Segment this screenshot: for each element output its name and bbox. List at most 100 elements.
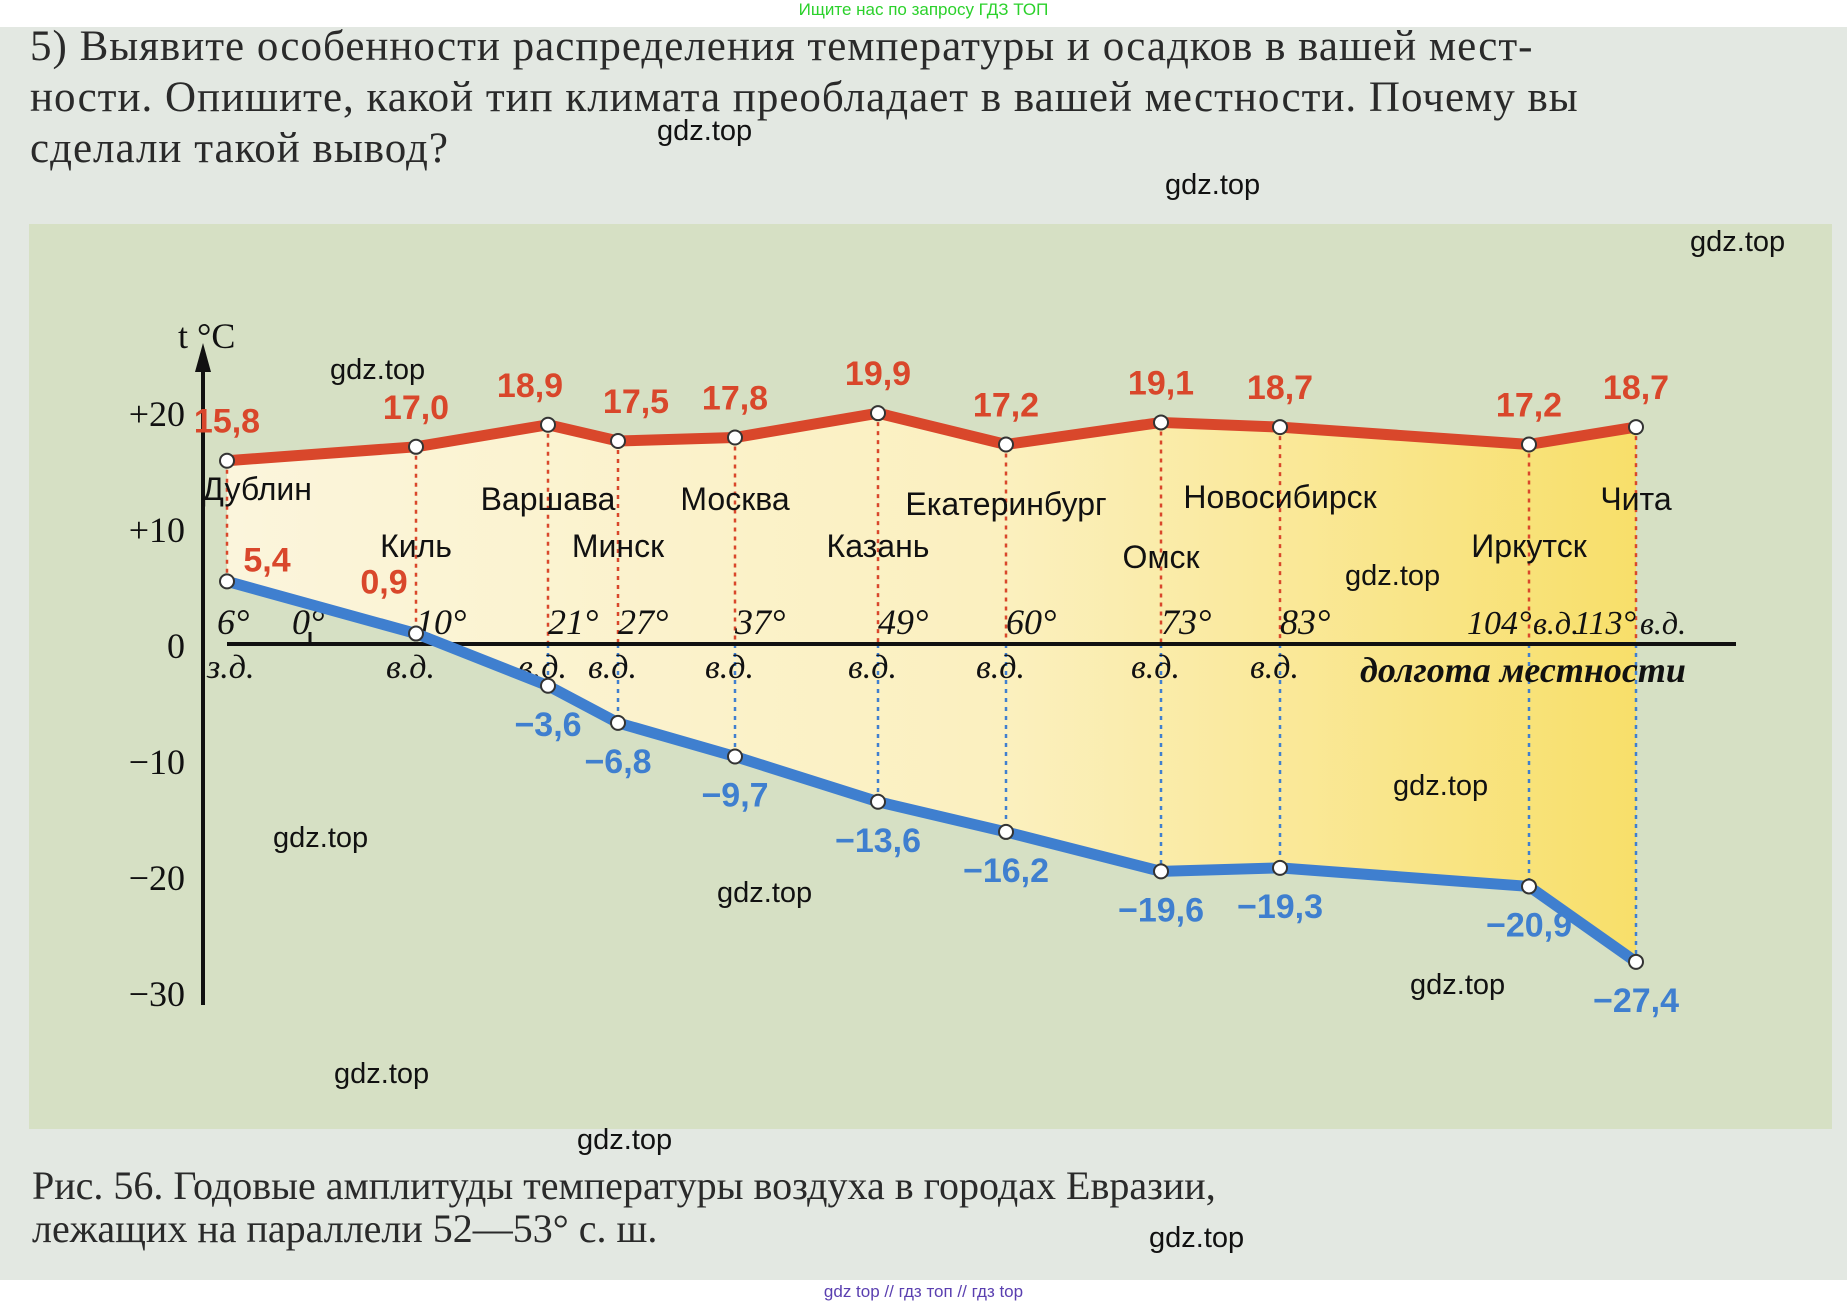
data-point xyxy=(1628,953,1644,970)
header-ad[interactable]: Ищите нас по запросу ГДЗ ТОП xyxy=(798,0,1049,19)
city-label: Дублин xyxy=(202,471,312,507)
data-label: 18,7 xyxy=(1247,369,1313,407)
city-label: Варшава xyxy=(481,481,616,517)
y-tick-label: +20 xyxy=(129,394,185,434)
data-label: 17,5 xyxy=(603,383,669,421)
data-label: 19,9 xyxy=(845,355,911,393)
longitude-label: 37° xyxy=(734,602,785,642)
data-label: −3,6 xyxy=(514,706,581,744)
figure-caption: Рис. 56. Годовые амплитуды температуры в… xyxy=(32,1163,1216,1208)
data-point xyxy=(540,416,556,433)
data-label: 15,8 xyxy=(194,403,260,441)
longitude-label: 113° xyxy=(1574,605,1636,642)
watermark: gdz.top xyxy=(657,115,753,147)
city-label: Иркутск xyxy=(1471,528,1587,564)
city-label: Киль xyxy=(380,528,452,564)
watermark: gdz.top xyxy=(1345,560,1441,592)
data-label: 18,9 xyxy=(497,367,563,405)
data-point xyxy=(408,625,424,642)
data-point xyxy=(1272,419,1288,436)
data-point xyxy=(408,438,424,455)
longitude-suffix: в.д. xyxy=(705,649,754,686)
watermark: gdz.top xyxy=(1165,169,1261,201)
watermark: gdz.top xyxy=(330,354,426,386)
longitude-suffix: в.д. xyxy=(1131,649,1180,686)
watermark: gdz.top xyxy=(1410,969,1506,1001)
longitude-suffix: в.д. xyxy=(976,649,1025,686)
y-axis-arrow xyxy=(195,343,211,372)
y-tick-label: −10 xyxy=(129,742,185,782)
longitude-label: 49° xyxy=(878,602,928,642)
watermark: gdz.top xyxy=(1690,226,1786,258)
city-label: Чита xyxy=(1600,481,1672,517)
y-tick-label: −30 xyxy=(129,974,185,1014)
y-tick-label: 0 xyxy=(167,626,185,666)
longitude-label: 21° xyxy=(548,602,598,642)
data-point xyxy=(1521,878,1537,895)
data-label: 17,0 xyxy=(383,389,449,427)
x-axis-label: долгота местности xyxy=(1360,650,1686,690)
figure-caption: лежащих на параллели 52—53° с. ш. xyxy=(32,1206,658,1251)
data-point xyxy=(219,573,235,590)
data-label: 18,7 xyxy=(1603,369,1669,407)
city-label: Екатеринбург xyxy=(905,486,1106,522)
city-label: Казань xyxy=(827,528,930,564)
longitude-suffix: в.д. xyxy=(1640,605,1686,641)
data-label: −13,6 xyxy=(835,822,921,860)
longitude-suffix: в.д. xyxy=(848,649,897,686)
data-point xyxy=(1628,419,1644,436)
watermark: gdz.top xyxy=(1149,1222,1245,1254)
city-label: Минск xyxy=(572,528,665,564)
data-label: 5,4 xyxy=(243,541,290,579)
longitude-suffix: з.д. xyxy=(206,649,254,686)
longitude-label: 73° xyxy=(1161,602,1211,642)
longitude-suffix: в.д. xyxy=(1533,605,1579,641)
data-point xyxy=(1153,414,1169,431)
amplitude-fill xyxy=(227,413,1636,962)
longitude-label: 60° xyxy=(1006,602,1056,642)
data-label: −20,9 xyxy=(1486,906,1572,944)
watermark: gdz.top xyxy=(577,1124,673,1156)
y-tick-label: +10 xyxy=(129,510,185,550)
data-label: −27,4 xyxy=(1593,982,1679,1020)
y-tick-label: −20 xyxy=(129,858,185,898)
data-label: 17,2 xyxy=(1496,386,1562,424)
data-point xyxy=(540,677,556,694)
city-label: Москва xyxy=(680,481,789,517)
footer-links[interactable]: gdz top // гдз топ // гдз top xyxy=(823,1282,1024,1301)
longitude-label: 6° xyxy=(217,602,249,642)
longitude-label: 27° xyxy=(618,602,668,642)
data-label: −16,2 xyxy=(963,852,1049,890)
city-label: Омск xyxy=(1123,539,1201,575)
data-label: 17,8 xyxy=(702,380,768,418)
question-line: 5) Выявите особенности распределения тем… xyxy=(30,23,1534,70)
watermark: gdz.top xyxy=(273,822,369,854)
data-label: 19,1 xyxy=(1128,364,1194,402)
watermark: gdz.top xyxy=(334,1058,430,1090)
data-point xyxy=(219,452,235,469)
data-point xyxy=(870,793,886,810)
data-point xyxy=(727,748,743,765)
watermark: gdz.top xyxy=(717,877,813,909)
data-point xyxy=(727,429,743,446)
longitude-label: 83° xyxy=(1280,602,1330,642)
data-point xyxy=(998,436,1014,453)
longitude-suffix: в.д. xyxy=(386,649,435,686)
data-point xyxy=(1521,436,1537,453)
data-point xyxy=(1272,859,1288,876)
data-label: −19,3 xyxy=(1237,888,1323,926)
data-point xyxy=(1153,863,1169,880)
data-label: −19,6 xyxy=(1118,891,1204,929)
data-label: −9,7 xyxy=(701,777,768,815)
longitude-label: 104° xyxy=(1467,605,1532,642)
city-label: Новосибирск xyxy=(1183,479,1377,515)
data-point xyxy=(610,714,626,731)
data-point xyxy=(870,405,886,422)
question-line: сделали такой вывод? xyxy=(30,125,449,172)
y-axis-label: t °C xyxy=(178,316,235,356)
longitude-suffix: в.д. xyxy=(588,649,637,686)
question-line: ности. Опишите, какой тип климата преобл… xyxy=(30,74,1579,121)
watermark: gdz.top xyxy=(1393,770,1489,802)
longitude-suffix: в.д. xyxy=(1250,649,1299,686)
